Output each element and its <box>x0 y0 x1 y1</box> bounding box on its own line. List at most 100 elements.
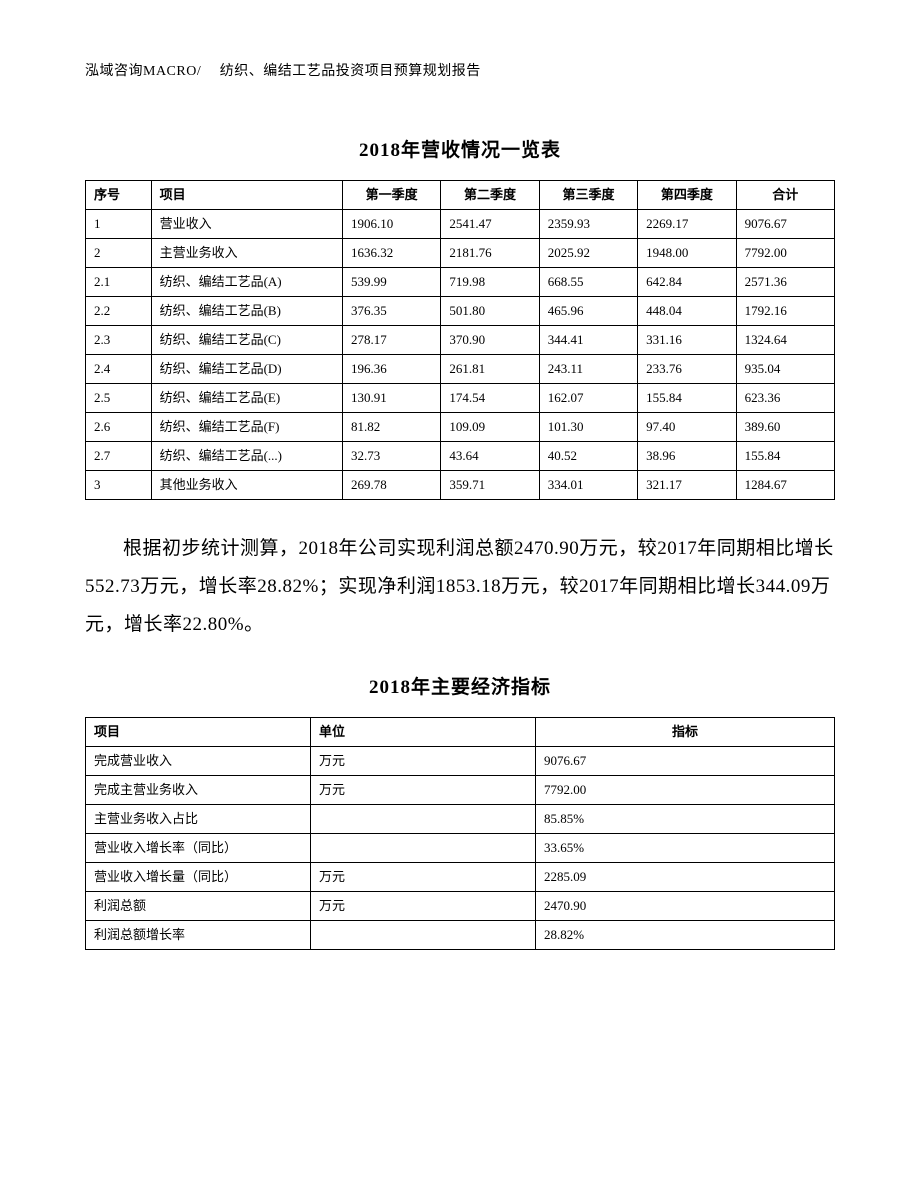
table-row: 完成主营业务收入万元7792.00 <box>86 776 835 805</box>
table-cell: 纺织、编结工艺品(F) <box>151 413 342 442</box>
table-cell: 3 <box>86 471 152 500</box>
table-row: 营业收入增长率（同比）33.65% <box>86 834 835 863</box>
table-cell: 331.16 <box>638 326 736 355</box>
table-cell: 2.6 <box>86 413 152 442</box>
col-q3: 第三季度 <box>539 181 637 210</box>
table-cell: 2025.92 <box>539 239 637 268</box>
table-cell: 40.52 <box>539 442 637 471</box>
table-cell: 纺织、编结工艺品(A) <box>151 268 342 297</box>
table-cell: 7792.00 <box>736 239 834 268</box>
table-cell: 155.84 <box>736 442 834 471</box>
table-cell: 2571.36 <box>736 268 834 297</box>
col-q2: 第二季度 <box>441 181 539 210</box>
col-item: 项目 <box>151 181 342 210</box>
table-row: 2.7纺织、编结工艺品(...)32.7343.6440.5238.96155.… <box>86 442 835 471</box>
table-cell: 1906.10 <box>342 210 440 239</box>
table-cell: 营业收入增长率（同比） <box>86 834 311 863</box>
table-cell: 万元 <box>311 863 536 892</box>
table-cell: 利润总额 <box>86 892 311 921</box>
table-cell: 主营业务收入 <box>151 239 342 268</box>
table-cell: 668.55 <box>539 268 637 297</box>
table-cell: 269.78 <box>342 471 440 500</box>
page-header: 泓域咨询MACRO/ 纺织、编结工艺品投资项目预算规划报告 <box>85 60 835 80</box>
table-cell: 1792.16 <box>736 297 834 326</box>
table-cell: 370.90 <box>441 326 539 355</box>
table-cell: 81.82 <box>342 413 440 442</box>
col-unit: 单位 <box>311 718 536 747</box>
table-cell: 2.4 <box>86 355 152 384</box>
table-cell: 465.96 <box>539 297 637 326</box>
table-cell: 2.7 <box>86 442 152 471</box>
table-cell <box>311 834 536 863</box>
col-q4: 第四季度 <box>638 181 736 210</box>
table-cell <box>311 921 536 950</box>
table2-title: 2018年主要经济指标 <box>85 672 835 699</box>
table-cell: 万元 <box>311 776 536 805</box>
table-row: 2.4纺织、编结工艺品(D)196.36261.81243.11233.7693… <box>86 355 835 384</box>
table-cell: 1636.32 <box>342 239 440 268</box>
table-cell: 2470.90 <box>536 892 835 921</box>
table-cell: 642.84 <box>638 268 736 297</box>
table-cell: 9076.67 <box>736 210 834 239</box>
table-cell: 纺织、编结工艺品(B) <box>151 297 342 326</box>
table-cell: 359.71 <box>441 471 539 500</box>
body-paragraph: 根据初步统计测算，2018年公司实现利润总额2470.90万元，较2017年同期… <box>85 530 835 644</box>
table-cell: 719.98 <box>441 268 539 297</box>
table-cell: 2.3 <box>86 326 152 355</box>
table-cell: 321.17 <box>638 471 736 500</box>
table-row: 利润总额万元2470.90 <box>86 892 835 921</box>
table-row: 营业收入增长量（同比）万元2285.09 <box>86 863 835 892</box>
table-cell: 155.84 <box>638 384 736 413</box>
table-cell: 130.91 <box>342 384 440 413</box>
table-cell: 主营业务收入占比 <box>86 805 311 834</box>
table-row: 2.6纺织、编结工艺品(F)81.82109.09101.3097.40389.… <box>86 413 835 442</box>
table-cell: 2285.09 <box>536 863 835 892</box>
table-cell: 纺织、编结工艺品(...) <box>151 442 342 471</box>
indicator-table: 项目 单位 指标 完成营业收入万元9076.67完成主营业务收入万元7792.0… <box>85 717 835 950</box>
table-cell: 43.64 <box>441 442 539 471</box>
table-cell: 2269.17 <box>638 210 736 239</box>
table-row: 2.1纺织、编结工艺品(A)539.99719.98668.55642.8425… <box>86 268 835 297</box>
table-cell: 2541.47 <box>441 210 539 239</box>
table-cell: 28.82% <box>536 921 835 950</box>
table-cell: 623.36 <box>736 384 834 413</box>
table-cell: 万元 <box>311 892 536 921</box>
table-cell: 243.11 <box>539 355 637 384</box>
table-row: 主营业务收入占比85.85% <box>86 805 835 834</box>
table-cell: 1 <box>86 210 152 239</box>
table-cell: 2.5 <box>86 384 152 413</box>
table-cell: 109.09 <box>441 413 539 442</box>
table-cell: 344.41 <box>539 326 637 355</box>
table-cell: 2.1 <box>86 268 152 297</box>
table-cell: 1284.67 <box>736 471 834 500</box>
table-cell: 其他业务收入 <box>151 471 342 500</box>
table-row: 1营业收入1906.102541.472359.932269.179076.67 <box>86 210 835 239</box>
table-row: 完成营业收入万元9076.67 <box>86 747 835 776</box>
table-row: 2.5纺织、编结工艺品(E)130.91174.54162.07155.8462… <box>86 384 835 413</box>
table-cell: 196.36 <box>342 355 440 384</box>
table-cell: 纺织、编结工艺品(D) <box>151 355 342 384</box>
table-cell: 448.04 <box>638 297 736 326</box>
table-cell: 1948.00 <box>638 239 736 268</box>
table-cell: 营业收入 <box>151 210 342 239</box>
col-project: 项目 <box>86 718 311 747</box>
table-cell: 完成营业收入 <box>86 747 311 776</box>
table-header-row: 项目 单位 指标 <box>86 718 835 747</box>
col-q1: 第一季度 <box>342 181 440 210</box>
table-row: 2.3纺织、编结工艺品(C)278.17370.90344.41331.1613… <box>86 326 835 355</box>
table-cell: 1324.64 <box>736 326 834 355</box>
table-cell: 174.54 <box>441 384 539 413</box>
table-cell: 2359.93 <box>539 210 637 239</box>
table-cell: 38.96 <box>638 442 736 471</box>
table-cell: 32.73 <box>342 442 440 471</box>
table-cell: 纺织、编结工艺品(E) <box>151 384 342 413</box>
col-total: 合计 <box>736 181 834 210</box>
table-cell: 营业收入增长量（同比） <box>86 863 311 892</box>
table-cell: 9076.67 <box>536 747 835 776</box>
table-cell: 376.35 <box>342 297 440 326</box>
table-row: 3其他业务收入269.78359.71334.01321.171284.67 <box>86 471 835 500</box>
table-cell: 334.01 <box>539 471 637 500</box>
table-cell <box>311 805 536 834</box>
table1-title: 2018年营收情况一览表 <box>85 135 835 162</box>
revenue-table: 序号 项目 第一季度 第二季度 第三季度 第四季度 合计 1营业收入1906.1… <box>85 180 835 500</box>
